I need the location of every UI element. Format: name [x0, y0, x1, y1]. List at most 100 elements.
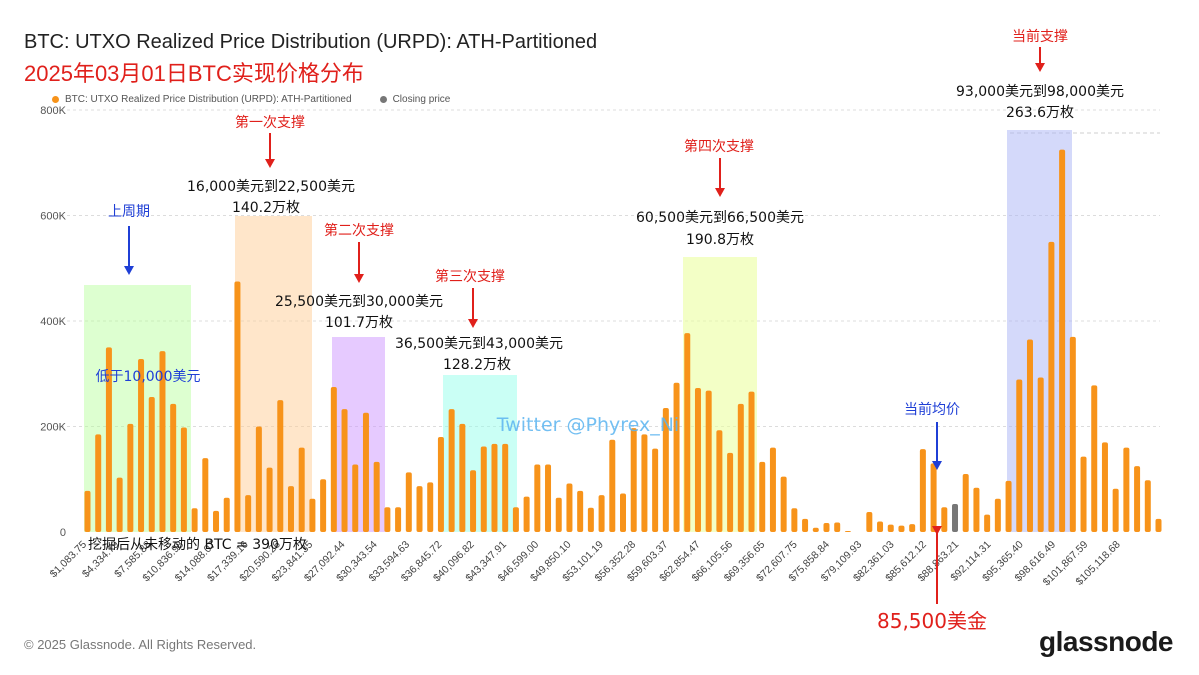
legend-label-closing-price: Closing price [392, 94, 451, 105]
y-tick-label: 600K [40, 211, 66, 223]
urpd-bar [1144, 480, 1151, 532]
urpd-bar [994, 498, 1001, 532]
legend-label-urpd: BTC: UTXO Realized Price Distribution (U… [65, 94, 352, 105]
urpd-bar [877, 521, 884, 532]
urpd-bar [866, 511, 873, 532]
urpd-bar [705, 390, 712, 532]
urpd-bar [330, 386, 337, 532]
urpd-bar [887, 524, 894, 532]
urpd-bar [534, 464, 541, 532]
urpd-bar [1005, 480, 1012, 532]
urpd-bar [234, 281, 241, 532]
urpd-bar [1134, 466, 1141, 532]
urpd-bar [834, 522, 841, 532]
support-1-arrow-head [265, 159, 275, 168]
urpd-bar [373, 461, 380, 532]
legend-item-closing-price[interactable]: Closing price [379, 94, 451, 105]
urpd-bar [984, 514, 991, 532]
urpd-bar [587, 507, 594, 532]
urpd-bar [823, 523, 830, 532]
y-tick-label: 400K [40, 316, 66, 328]
urpd-bar [684, 333, 691, 532]
support-4-range: 60,500美元到66,500美元 [636, 210, 804, 226]
urpd-bar [759, 461, 766, 532]
urpd-bar [1123, 447, 1130, 532]
legend-item-urpd[interactable]: BTC: UTXO Realized Price Distribution (U… [52, 94, 352, 105]
urpd-bar [148, 396, 155, 532]
urpd-bar [448, 409, 455, 532]
urpd-bar [523, 496, 530, 532]
urpd-bar [470, 470, 477, 532]
urpd-bar [652, 448, 659, 532]
urpd-bar [694, 387, 701, 532]
urpd-bar [1048, 241, 1055, 532]
urpd-bar [769, 447, 776, 532]
urpd-bar [1155, 518, 1162, 532]
support-1-amount: 140.2万枚 [232, 200, 300, 216]
legend: BTC: UTXO Realized Price Distribution (U… [52, 94, 450, 105]
closing-price-arrow-head [932, 526, 942, 535]
support-4-title: 第四次支撑 [684, 138, 754, 155]
urpd-bar [898, 525, 905, 532]
support-3-arrow-head [468, 319, 478, 328]
urpd-bar [641, 434, 648, 532]
urpd-bar [727, 452, 734, 532]
urpd-bar [255, 426, 262, 532]
urpd-bar [170, 403, 177, 532]
urpd-bar [159, 351, 166, 532]
urpd-bar [1069, 336, 1076, 532]
urpd-bar [352, 464, 359, 532]
urpd-bar [1112, 488, 1119, 532]
urpd-bar [362, 412, 369, 532]
support-2-amount: 101.7万枚 [325, 315, 393, 331]
urpd-bar [673, 382, 680, 532]
support-2-arrow-head [354, 274, 364, 283]
chart-subtitle: 2025年03月01日BTC实现价格分布 [24, 61, 364, 86]
urpd-bar [1016, 379, 1023, 532]
urpd-bar [620, 493, 626, 532]
urpd-bar [1091, 385, 1098, 532]
urpd-bar [127, 423, 134, 532]
urpd-bar [630, 428, 637, 532]
urpd-bar [84, 490, 91, 532]
urpd-bar [716, 430, 723, 532]
urpd-bar [309, 498, 316, 532]
urpd-bar [1059, 149, 1066, 532]
previous-cycle-label: 上周期 [108, 204, 150, 220]
urpd-bar [202, 458, 209, 532]
support-2-range: 25,500美元到30,000美元 [275, 294, 443, 310]
urpd-bar [609, 439, 616, 532]
urpd-bar [791, 508, 798, 532]
urpd-bar [1037, 377, 1044, 532]
urpd-bar [245, 495, 252, 532]
current-average-arrow-head [932, 461, 942, 470]
previous-cycle-arrow-head [124, 266, 134, 275]
urpd-bar [909, 524, 916, 532]
urpd-bar [298, 447, 305, 532]
legend-swatch-closing-price [379, 96, 387, 103]
y-tick-label: 200K [40, 422, 66, 434]
urpd-bar [459, 423, 466, 532]
urpd-bar [277, 400, 284, 532]
urpd-bar [1080, 456, 1087, 532]
urpd-bar [566, 483, 573, 532]
urpd-bar [780, 476, 787, 532]
urpd-bar [191, 508, 198, 532]
urpd-bar [405, 472, 412, 532]
urpd-bar [1026, 339, 1033, 532]
urpd-bar [577, 490, 584, 532]
watermark: Twitter @Phyrex_Ni [496, 414, 679, 436]
urpd-bar [105, 347, 112, 532]
urpd-bar [748, 391, 755, 532]
below-10k-label: 低于10,000美元 [96, 369, 201, 385]
urpd-bar [384, 507, 391, 532]
urpd-bar [116, 477, 123, 532]
urpd-bar [427, 482, 434, 532]
urpd-bar [95, 434, 102, 532]
current-support-range: 93,000美元到98,000美元 [956, 84, 1124, 100]
legend-swatch-urpd [52, 96, 59, 103]
urpd-bar [802, 518, 809, 532]
urpd-bar [930, 463, 937, 532]
support-4-arrow-head [715, 188, 725, 197]
